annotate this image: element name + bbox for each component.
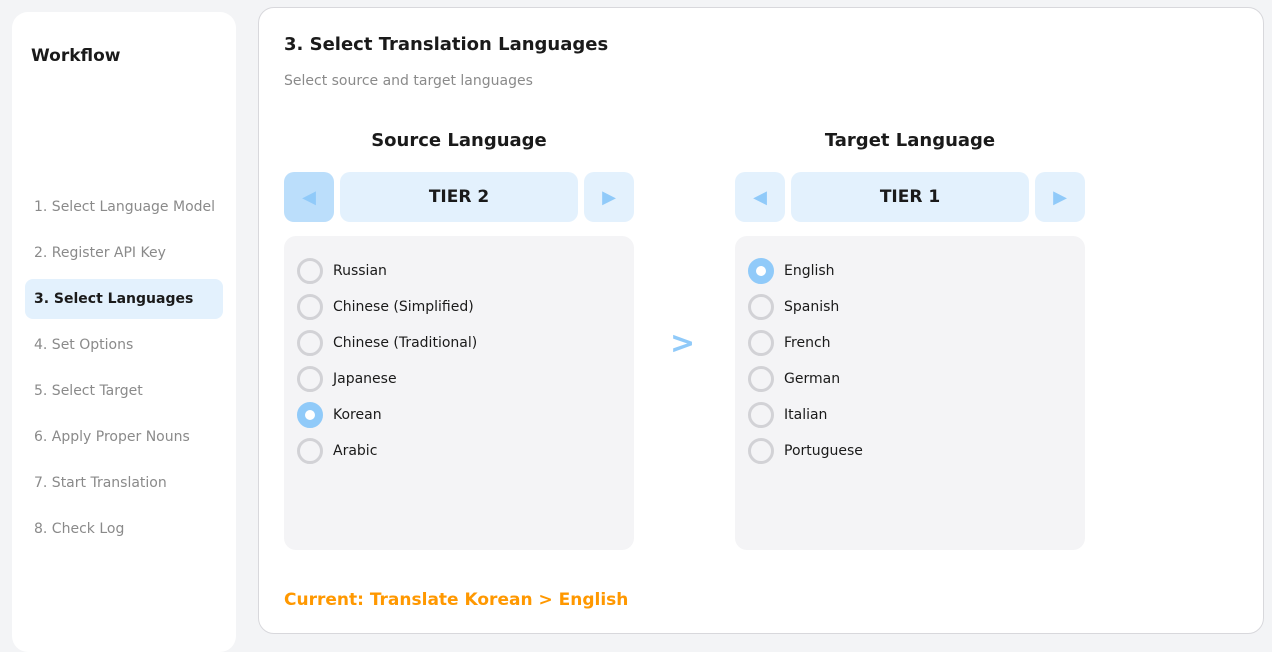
option-label: Chinese (Simplified) <box>333 299 474 315</box>
source-language-option[interactable]: Arabic <box>284 433 634 469</box>
option-label: English <box>784 263 835 279</box>
radio-button[interactable] <box>748 330 774 356</box>
sidebar-item-3[interactable]: 3. Select Languages <box>25 279 223 319</box>
triangle-left-icon: ◀ <box>753 186 767 208</box>
sidebar-item-8[interactable]: 8. Check Log <box>34 521 125 537</box>
radio-button[interactable] <box>748 366 774 392</box>
target-tier-label: TIER 1 <box>791 172 1029 222</box>
radio-button[interactable] <box>748 438 774 464</box>
source-language-option[interactable]: Chinese (Traditional) <box>284 325 634 361</box>
target-language-title: Target Language <box>824 130 996 151</box>
triangle-right-icon: ▶ <box>1053 186 1067 208</box>
option-label: Russian <box>333 263 387 279</box>
target-language-option[interactable]: Portuguese <box>735 433 1085 469</box>
radio-button[interactable] <box>297 330 323 356</box>
source-language-panel: Source Language ◀ TIER 2 ▶ Russian Chines… <box>284 130 634 550</box>
option-label: Arabic <box>333 443 378 459</box>
radio-button[interactable] <box>297 366 323 392</box>
option-label: French <box>784 335 831 351</box>
triangle-right-icon: ▶ <box>602 186 616 208</box>
current-selection-status: Current: Translate Korean > English <box>284 590 629 610</box>
option-label: Korean <box>333 407 382 423</box>
source-language-option[interactable]: Russian <box>284 253 634 289</box>
option-label: Chinese (Traditional) <box>333 335 478 351</box>
source-language-option[interactable]: Korean <box>284 397 634 433</box>
target-language-option[interactable]: Italian <box>735 397 1085 433</box>
option-label: German <box>784 371 841 387</box>
triangle-left-icon: ◀ <box>302 186 316 208</box>
sidebar: Workflow 1. Select Language Model 2. Regi… <box>12 12 236 652</box>
target-language-option[interactable]: German <box>735 361 1085 397</box>
source-language-option[interactable]: Japanese <box>284 361 634 397</box>
option-label: Italian <box>784 407 828 423</box>
radio-button[interactable] <box>748 402 774 428</box>
source-tier-label: TIER 2 <box>340 172 578 222</box>
sidebar-item-5[interactable]: 5. Select Target <box>34 383 143 399</box>
target-language-option[interactable]: French <box>735 325 1085 361</box>
radio-button[interactable] <box>297 402 323 428</box>
radio-button[interactable] <box>297 438 323 464</box>
option-label: Spanish <box>784 299 840 315</box>
source-prev-tier-button[interactable]: ◀ <box>284 172 334 222</box>
option-label: Japanese <box>333 371 397 387</box>
target-language-list: English Spanish French German Italian Portugu… <box>735 236 1085 550</box>
sidebar-item-6[interactable]: 6. Apply Proper Nouns <box>34 429 190 445</box>
source-next-tier-button[interactable]: ▶ <box>584 172 634 222</box>
direction-separator: > <box>670 326 696 361</box>
radio-button[interactable] <box>748 258 774 284</box>
radio-button[interactable] <box>297 258 323 284</box>
target-language-option[interactable]: English <box>735 253 1085 289</box>
page-subtitle: Select source and target languages <box>284 73 533 89</box>
target-language-option[interactable]: Spanish <box>735 289 1085 325</box>
source-language-option[interactable]: Chinese (Simplified) <box>284 289 634 325</box>
radio-button[interactable] <box>297 294 323 320</box>
option-label: Portuguese <box>784 443 863 459</box>
sidebar-item-7[interactable]: 7. Start Translation <box>34 475 167 491</box>
radio-button[interactable] <box>748 294 774 320</box>
source-language-list: Russian Chinese (Simplified) Chinese (Trad… <box>284 236 634 550</box>
sidebar-title: Workflow <box>31 46 121 66</box>
target-language-panel: Target Language ◀ TIER 1 ▶ English Spanis… <box>735 130 1085 550</box>
sidebar-item-4[interactable]: 4. Set Options <box>34 337 134 353</box>
page-title: 3. Select Translation Languages <box>284 34 609 55</box>
main-panel: 3. Select Translation Languages Select s… <box>258 7 1264 634</box>
sidebar-item-2[interactable]: 2. Register API Key <box>34 245 166 261</box>
target-prev-tier-button[interactable]: ◀ <box>735 172 785 222</box>
sidebar-item-1[interactable]: 1. Select Language Model <box>34 199 216 215</box>
target-next-tier-button[interactable]: ▶ <box>1035 172 1085 222</box>
source-language-title: Source Language <box>371 130 547 151</box>
